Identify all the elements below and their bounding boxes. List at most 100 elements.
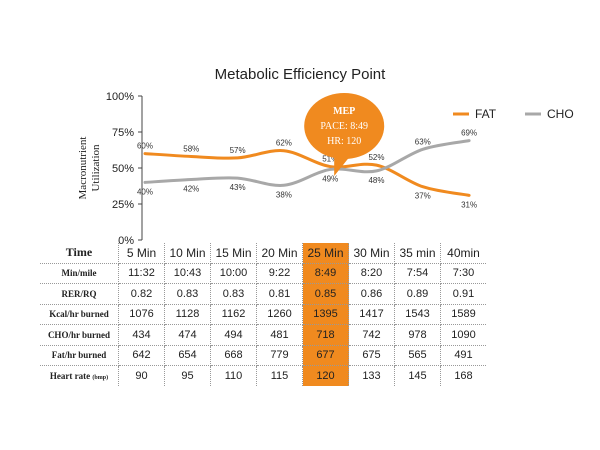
table-cell: 565 [394,345,441,366]
table-cell: 10:43 [164,263,211,284]
row-unit: (bmp) [92,374,109,381]
y-tick-label: 75% [112,127,134,139]
row-label: Heart rate (bmp) [40,365,119,386]
x-tick-label: 10 Min [164,243,211,264]
table-cell: 491 [440,345,486,366]
table-cell: 675 [348,345,395,366]
table-row: CHO/hr burned 434 474 494 481 718 742 978 1090 [40,324,486,346]
y-axis-label: MacronutrientUtilization [77,137,102,200]
table-cell: 1162 [210,304,257,325]
chart: Metabolic Efficiency Point Macronutrient… [77,66,574,245]
table-cell: 0.83 [210,283,257,305]
table-cell: 0.82 [118,283,165,305]
data-label-cho: 69% [461,129,477,138]
x-tick-label: 30 Min [348,243,395,264]
table-cell: 718 [302,324,349,346]
table-cell: 1090 [440,324,486,346]
table-cell: 0.85 [302,283,349,305]
series-line-cho [143,139,471,187]
x-tick-label: 15 Min [210,243,257,264]
table-header-label: Time [40,243,119,264]
table-cell: 8:49 [302,263,349,284]
table-cell: 0.83 [164,283,211,305]
table-cell: 120 [302,365,349,386]
x-tick-label: 25 Min [302,243,349,264]
data-table: Time 5 Min 10 Min 15 Min 20 Min 25 Min 30 Min 3… [40,243,486,386]
series-line-fat [143,149,471,197]
table-header-row: Time 5 Min 10 Min 15 Min 20 Min 25 Min 30 Min 3… [40,243,486,264]
table-cell: 1543 [394,304,441,325]
table-cell: 168 [454,369,473,382]
table-cell: 1395 [302,304,349,325]
data-label-cho: 43% [230,183,246,192]
data-label-fat: 52% [368,153,384,162]
table-cell: 133 [348,365,395,386]
mep-callout [304,93,385,159]
data-label-cho: 38% [276,190,292,199]
legend-label-cho: CHO [547,107,574,121]
x-tick-label: 20 Min [256,243,303,264]
data-label-fat: 60% [137,142,153,151]
y-tick-label: 50% [112,163,134,175]
table-cell: 1076 [118,304,165,325]
table-cell: 1260 [256,304,303,325]
data-label-cho: 42% [183,185,199,194]
table-cell: 110 [210,365,257,386]
legend-label-fat: FAT [475,107,497,121]
data-label-fat: 57% [230,146,246,155]
table-cell: 742 [348,324,395,346]
table-cell: 642 [118,345,165,366]
table-cell: 434 [118,324,165,346]
table-cell: 9:22 [256,263,303,284]
table-cell: 145 [394,365,441,386]
table-cell: 654 [164,345,211,366]
table-cell: 90 [118,365,165,386]
callout-title: MEP [333,106,355,117]
chart-title: Metabolic Efficiency Point [215,66,386,83]
data-label-cho: 49% [322,174,338,183]
data-label-fat: 31% [461,200,477,209]
table-row: Fat/hr burned 642 654 668 779 677 675 565 491 [40,345,486,366]
table-cell: 0.81 [256,283,303,305]
table-cell: 8:20 [348,263,395,284]
table-cell: 11:32 [118,263,165,284]
table-cell: 978 [394,324,441,346]
table-cell: 0.86 [348,283,395,305]
y-tick-label: 25% [112,199,134,211]
table-cell: 1417 [348,304,395,325]
table-cell: 677 [302,345,349,366]
table-cell: 0.89 [394,283,441,305]
table-cell: 0.91 [440,283,486,305]
row-label: Kcal/hr burned [40,304,119,325]
row-label: Min/mile [40,263,119,284]
table-row: Heart rate (bmp) 90 95 110 115 120 133 145 168 [40,365,486,386]
data-label-fat: 58% [183,144,199,153]
table-cell: 115 [256,365,303,386]
table-cell: 7:30 [440,263,486,284]
y-tick-label: 0% [118,235,134,245]
x-tick-label: 40min [440,243,486,264]
row-label: Fat/hr burned [40,345,119,366]
row-label: RER/RQ [40,283,119,305]
callout-hr: HR: 120 [327,136,361,147]
data-label-fat: 62% [276,139,292,148]
callout-pace: PACE: 8:49 [320,121,368,132]
data-label-cho: 63% [415,137,431,146]
data-label-cho: 40% [137,187,153,196]
table-cell: 481 [256,324,303,346]
data-label-fat: 51% [322,155,338,164]
table-cell: 1589 [440,304,486,325]
table-cell: 7:54 [394,263,441,284]
table-cell: 1128 [164,304,211,325]
table-row: RER/RQ 0.82 0.83 0.83 0.81 0.85 0.86 0.89 0.91 [40,283,486,305]
table-cell: 779 [256,345,303,366]
data-label-cho: 48% [368,176,384,185]
table-cell: 10:00 [210,263,257,284]
data-label-fat: 37% [415,192,431,201]
table-cell: 95 [164,365,211,386]
x-tick-label: 5 Min [118,243,165,264]
table-cell: 474 [164,324,211,346]
y-tick-label: 100% [106,91,134,103]
table-row: Min/mile 11:32 10:43 10:00 9:22 8:49 8:20 7:54 7… [40,263,486,284]
table-cell: 668 [210,345,257,366]
